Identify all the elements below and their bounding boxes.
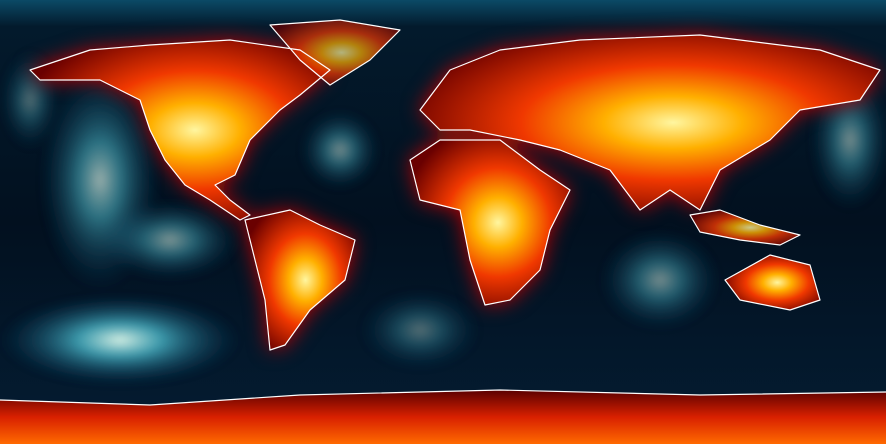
eurasia <box>420 35 880 210</box>
continents <box>0 20 886 444</box>
ocean-glow-spot <box>100 200 240 280</box>
australia <box>725 255 820 310</box>
coastline <box>409 139 571 306</box>
ocean-glow-spot <box>300 110 380 190</box>
coastline <box>269 19 401 86</box>
greenland <box>270 20 400 85</box>
coastline <box>0 389 886 406</box>
coastline <box>29 39 331 221</box>
coastlines <box>0 19 886 406</box>
africa <box>410 140 570 305</box>
antarctica <box>0 390 886 444</box>
ocean-glow-spot <box>0 295 240 385</box>
north-america <box>30 40 330 220</box>
ocean-glow-spot <box>360 290 480 370</box>
coastline <box>244 209 356 351</box>
ocean-glow <box>0 50 886 385</box>
coastline <box>724 254 821 311</box>
ocean-glow-spot <box>600 230 720 330</box>
south-america <box>245 210 355 350</box>
coastline <box>689 209 801 246</box>
indonesia <box>690 210 800 245</box>
coastline <box>419 34 881 211</box>
